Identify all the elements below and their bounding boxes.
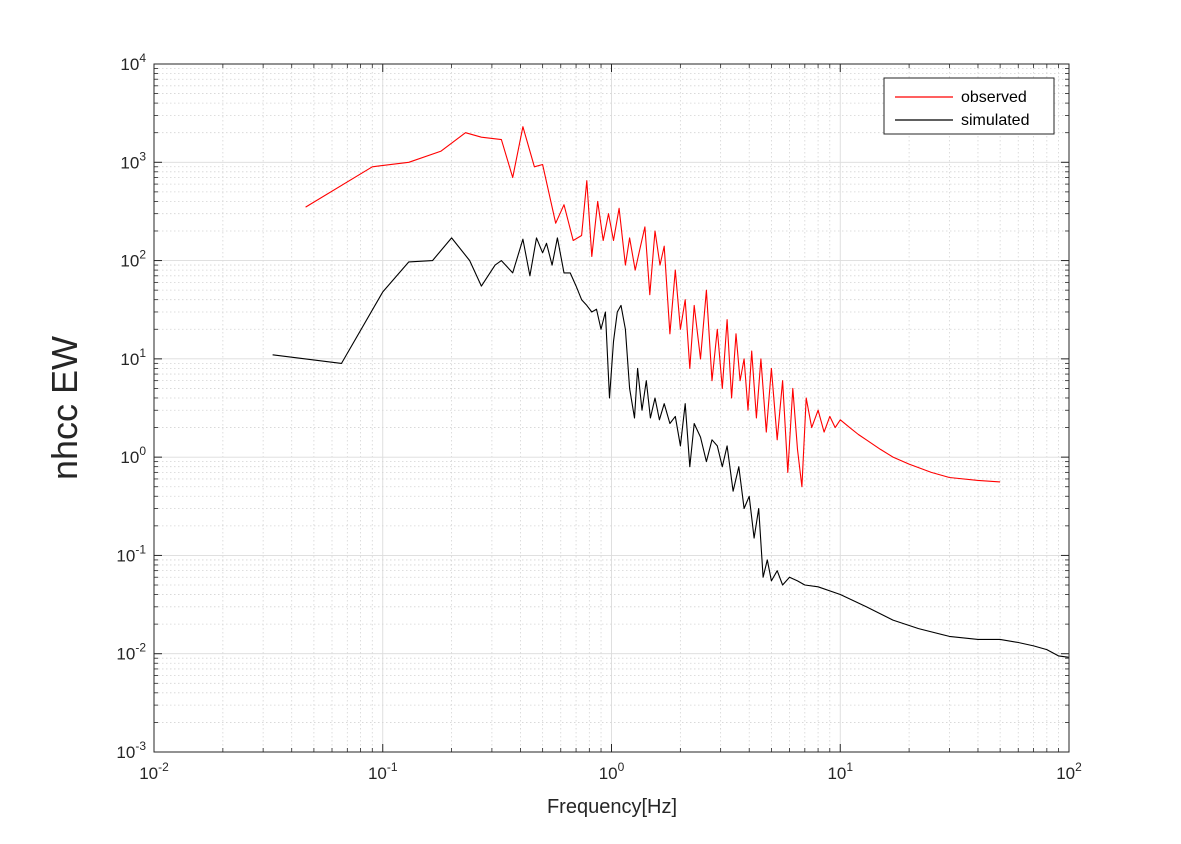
x-tick-label: 101 [827, 760, 853, 783]
y-tick-label: 102 [120, 248, 146, 271]
grid [153, 63, 1070, 753]
x-tick-label: 100 [599, 760, 625, 783]
x-tick-label: 10-1 [368, 760, 398, 783]
legend-label-simulated: simulated [961, 112, 1029, 129]
x-tick-label: 102 [1056, 760, 1082, 783]
y-tick-label: 103 [120, 149, 146, 172]
legend: observed simulated [883, 77, 1055, 135]
y-tick-label: 101 [120, 346, 146, 369]
x-tick-label: 10-2 [139, 760, 169, 783]
axes [153, 63, 1070, 753]
plot-area [272, 126, 1070, 658]
series-line-observed [305, 126, 1001, 488]
x-axis-label: Frequency[Hz] [547, 796, 677, 818]
y-tick-label: 10-2 [116, 641, 146, 664]
series-line-simulated [272, 237, 1070, 658]
y-axis-label: nhcc EW [44, 336, 85, 480]
y-tick-label: 10-1 [116, 542, 146, 565]
legend-box [883, 77, 1055, 135]
y-tick-label: 100 [120, 444, 146, 467]
y-tick-label: 10-3 [116, 739, 146, 762]
legend-label-observed: observed [961, 89, 1027, 106]
tick-labels: 10-2 10-1 100 101 10210-310-210-110010110210… [116, 51, 1082, 783]
y-tick-label: 104 [120, 51, 146, 74]
